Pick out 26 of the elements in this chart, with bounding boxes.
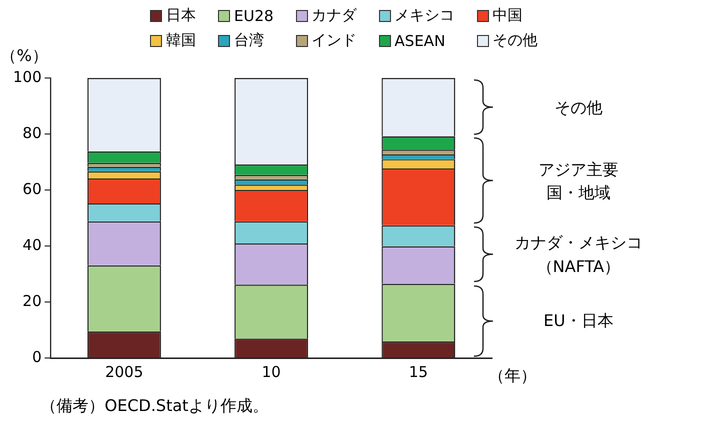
y-tick-label: 100: [12, 68, 42, 86]
text: EU・日本: [544, 310, 614, 332]
legend-label: インド: [310, 31, 357, 50]
y-axis-title: （%）: [0, 45, 48, 68]
legend-label: 中国: [492, 6, 524, 25]
legend-label: EU28: [233, 6, 274, 25]
y-tick-label: 40: [22, 236, 42, 254]
legend-label: その他: [492, 31, 538, 50]
text: アジア主要国・地域: [537, 158, 620, 204]
y-tick-label: 0: [32, 348, 42, 366]
y-tick-label: 60: [22, 180, 42, 198]
legend-label: カナダ: [310, 6, 357, 25]
x-tick-label: 15: [408, 362, 428, 381]
y-tick-label: 20: [22, 292, 42, 310]
legend-label: ASEAN: [394, 31, 446, 50]
legend-label: 日本: [165, 6, 196, 25]
text: （備考）OECD.Statより作成。: [40, 395, 268, 418]
legend-label: 韓国: [165, 31, 196, 50]
text: その他: [554, 96, 602, 119]
legend-label: メキシコ: [394, 6, 455, 25]
x-tick-label: 2005: [105, 362, 144, 381]
x-tick-label: 10: [262, 362, 281, 381]
text: カナダ・メキシコ（NAFTA）: [513, 232, 644, 278]
legend-label: 台湾: [233, 31, 265, 50]
x-axis-title: （年）: [488, 365, 536, 388]
y-tick-label: 80: [22, 124, 42, 142]
